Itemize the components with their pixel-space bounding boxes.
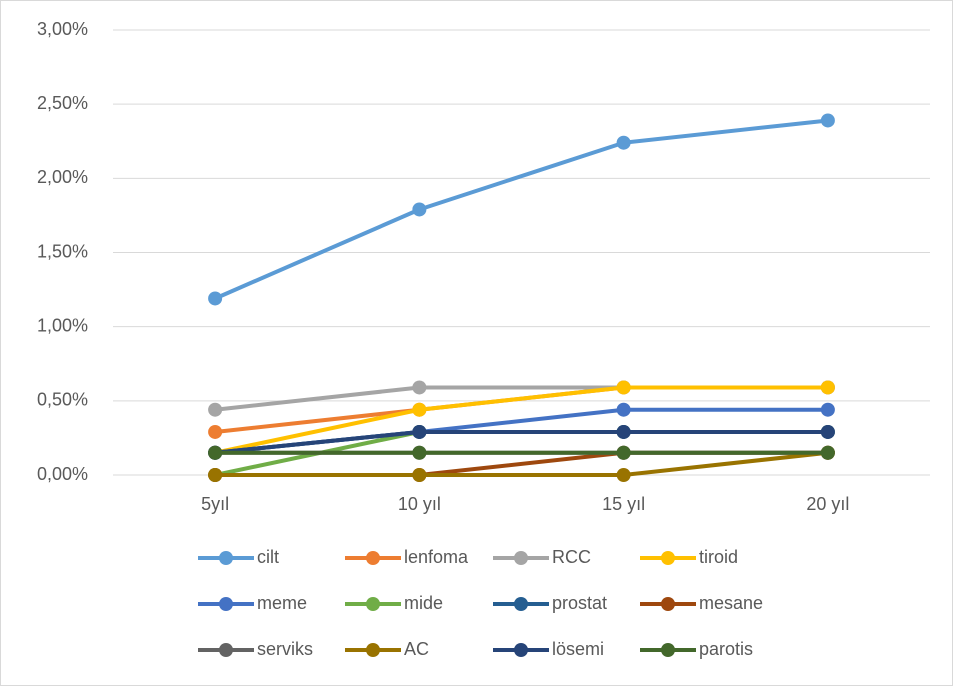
legend-label: cilt <box>257 547 279 567</box>
point-marker <box>820 402 835 417</box>
legend-marker <box>366 551 380 565</box>
point-marker <box>616 468 631 482</box>
point-marker <box>412 380 427 395</box>
legend-label: mesane <box>699 593 763 613</box>
y-tick-label: 0,50% <box>37 390 88 410</box>
y-tick-label: 0,00% <box>37 464 88 484</box>
legend-marker <box>661 643 675 657</box>
legend-label: serviks <box>257 639 313 659</box>
x-tick-label: 20 yıl <box>806 494 849 514</box>
point-marker <box>616 380 631 395</box>
point-marker <box>820 424 835 439</box>
series-line <box>213 118 830 301</box>
point-marker <box>820 445 835 460</box>
point-marker <box>208 402 223 417</box>
legend-label: lenfoma <box>404 547 469 567</box>
point-marker <box>412 402 427 417</box>
y-tick-label: 3,00% <box>37 19 88 39</box>
legend-label: meme <box>257 593 307 613</box>
y-tick-label: 1,50% <box>37 241 88 261</box>
legend-label: AC <box>404 639 429 659</box>
point-marker <box>412 424 427 439</box>
point-marker <box>616 402 631 417</box>
point-marker <box>820 113 835 128</box>
y-tick-label: 2,50% <box>37 93 88 113</box>
legend-marker <box>219 551 233 565</box>
legend-marker <box>661 551 675 565</box>
legend-marker <box>366 597 380 611</box>
series-line <box>213 450 830 477</box>
legend-marker <box>514 551 528 565</box>
point-marker <box>208 468 223 482</box>
point-marker <box>412 468 427 482</box>
legend-label: mide <box>404 593 443 613</box>
legend-marker <box>219 597 233 611</box>
point-marker <box>616 135 631 150</box>
series-line <box>213 385 830 455</box>
legend-marker <box>661 597 675 611</box>
point-marker <box>412 445 427 460</box>
x-tick-label: 15 yıl <box>602 494 645 514</box>
legend-marker <box>514 597 528 611</box>
y-tick-label: 1,00% <box>37 315 88 335</box>
point-marker <box>616 445 631 460</box>
point-marker <box>820 380 835 395</box>
x-tick-label: 5yıl <box>201 494 229 514</box>
x-tick-label: 10 yıl <box>398 494 441 514</box>
y-tick-label: 2,00% <box>37 167 88 187</box>
legend-label: prostat <box>552 593 607 613</box>
legend-label: tiroid <box>699 547 738 567</box>
point-marker <box>412 202 427 217</box>
series-line <box>213 429 830 455</box>
point-marker <box>208 424 223 439</box>
legend-marker <box>219 643 233 657</box>
legend-marker <box>366 643 380 657</box>
legend-label: RCC <box>552 547 591 567</box>
legend-label: lösemi <box>552 639 604 659</box>
legend-label: parotis <box>699 639 753 659</box>
legend-marker <box>514 643 528 657</box>
point-marker <box>616 424 631 439</box>
point-marker <box>208 291 223 306</box>
point-marker <box>208 445 223 460</box>
